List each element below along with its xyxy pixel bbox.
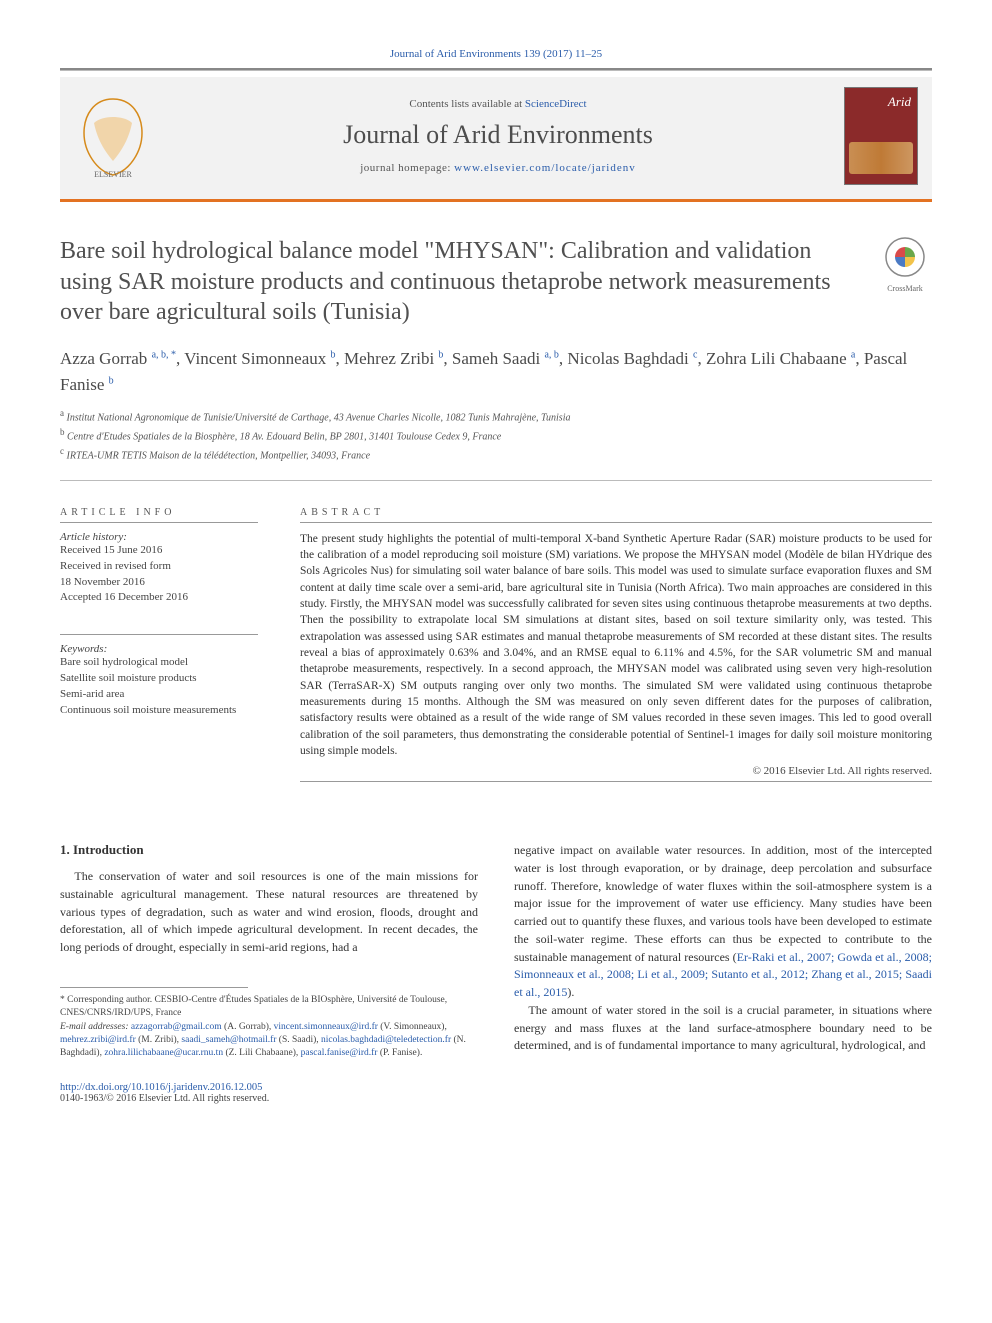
homepage-line: journal homepage: www.elsevier.com/locat… (168, 162, 828, 174)
elsevier-logo: ELSEVIER (74, 93, 152, 179)
affiliation: b Centre d'Etudes Spatiales de la Biosph… (60, 426, 932, 445)
journal-cover-map (849, 142, 913, 174)
corresponding-author: * Corresponding author. CESBIO-Centre d'… (60, 994, 478, 1021)
email-link[interactable]: zohra.lilichabaane@ucar.rnu.tn (104, 1048, 223, 1058)
doi-link[interactable]: http://dx.doi.org/10.1016/j.jaridenv.201… (60, 1082, 262, 1093)
authors-list: Azza Gorrab a, b, *, Vincent Simonneaux … (60, 346, 932, 397)
email-who: (A. Gorrab), (224, 1022, 271, 1032)
history-label: Article history: (60, 531, 258, 543)
email-who: (P. Fanise). (380, 1048, 423, 1058)
email-link[interactable]: saadi_sameh@hotmail.fr (181, 1035, 276, 1045)
author: Sameh Saadi a, b (452, 349, 559, 368)
header-rule-top-thin (60, 70, 932, 71)
crossmark-badge[interactable]: CrossMark (878, 236, 932, 290)
history-dates: Received 15 June 2016 Received in revise… (60, 543, 258, 607)
homepage-link[interactable]: www.elsevier.com/locate/jaridenv (454, 162, 636, 174)
email-label: E-mail addresses: (60, 1022, 129, 1032)
author: Azza Gorrab a, b, * (60, 349, 176, 368)
affiliation: c IRTEA-UMR TETIS Maison de la télédétec… (60, 445, 932, 464)
body-col-right: negative impact on available water resou… (514, 842, 932, 1104)
author: Vincent Simonneaux b (184, 349, 335, 368)
footnote-rule (60, 987, 248, 988)
article-info-header: ARTICLE INFO (60, 507, 258, 518)
info-rule-1 (60, 522, 258, 523)
abstract-header: ABSTRACT (300, 507, 932, 518)
body-col-left: 1. Introduction The conservation of wate… (60, 842, 478, 1104)
email-who: (V. Simonneaux), (380, 1022, 447, 1032)
email-who: (Z. Lili Chabaane), (225, 1048, 298, 1058)
email-link[interactable]: pascal.fanise@ird.fr (301, 1048, 378, 1058)
email-who: (S. Saadi), (279, 1035, 319, 1045)
email-who: (M. Zribi), (138, 1035, 179, 1045)
keyword: Bare soil hydrological model (60, 655, 258, 671)
author: Mehrez Zribi b (344, 349, 443, 368)
date-revised: Received in revised form18 November 2016 (60, 559, 258, 591)
intro-p2b: ). (567, 985, 574, 999)
author: Nicolas Baghdadi c (567, 349, 697, 368)
sciencedirect-link[interactable]: ScienceDirect (525, 98, 587, 110)
keywords-label: Keywords: (60, 643, 258, 655)
email-link[interactable]: mehrez.zribi@ird.fr (60, 1035, 136, 1045)
journal-header: ELSEVIER Contents lists available at Sci… (60, 77, 932, 199)
author: Zohra Lili Chabaane a (706, 349, 855, 368)
abstract-copyright: © 2016 Elsevier Ltd. All rights reserved… (300, 765, 932, 777)
abstract-rule (300, 522, 932, 523)
crossmark-label: CrossMark (878, 284, 932, 293)
info-rule-2 (60, 634, 258, 635)
contents-line: Contents lists available at ScienceDirec… (168, 98, 828, 110)
abstract-text: The present study highlights the potenti… (300, 531, 932, 760)
date-received: Received 15 June 2016 (60, 543, 258, 559)
keywords-list: Bare soil hydrological modelSatellite so… (60, 655, 258, 719)
intro-p1: The conservation of water and soil resou… (60, 868, 478, 957)
email-link[interactable]: azzagorrab@gmail.com (131, 1022, 222, 1032)
affiliations: a Institut National Agronomique de Tunis… (60, 407, 932, 463)
section-1-head: 1. Introduction (60, 842, 478, 858)
journal-cover-title: Arid (888, 94, 911, 110)
keyword: Continuous soil moisture measurements (60, 703, 258, 719)
issn-copyright: 0140-1963/© 2016 Elsevier Ltd. All right… (60, 1093, 478, 1104)
keyword: Semi-arid area (60, 687, 258, 703)
email-link[interactable]: vincent.simonneaux@ird.fr (274, 1022, 378, 1032)
abstract-rule-bottom (300, 781, 932, 782)
date-accepted: Accepted 16 December 2016 (60, 590, 258, 606)
header-center: Contents lists available at ScienceDirec… (168, 98, 828, 174)
abstract-column: ABSTRACT The present study highlights th… (300, 507, 932, 791)
intro-p3: The amount of water stored in the soil i… (514, 1002, 932, 1055)
affiliation: a Institut National Agronomique de Tunis… (60, 407, 932, 426)
svg-text:ELSEVIER: ELSEVIER (94, 170, 132, 179)
email-link[interactable]: nicolas.baghdadi@teledetection.fr (321, 1035, 451, 1045)
intro-p2: negative impact on available water resou… (514, 842, 932, 1002)
homepage-prefix: journal homepage: (360, 162, 454, 174)
contents-prefix: Contents lists available at (409, 98, 524, 110)
article-title: Bare soil hydrological balance model "MH… (60, 236, 858, 328)
header-rule-orange (60, 199, 932, 202)
journal-name: Journal of Arid Environments (168, 120, 828, 150)
email-addresses: E-mail addresses: azzagorrab@gmail.com (… (60, 1021, 478, 1061)
intro-p2a: negative impact on available water resou… (514, 843, 932, 964)
keyword: Satellite soil moisture products (60, 671, 258, 687)
divider-after-affil (60, 480, 932, 481)
article-info: ARTICLE INFO Article history: Received 1… (60, 507, 258, 791)
doi-block: http://dx.doi.org/10.1016/j.jaridenv.201… (60, 1082, 478, 1104)
journal-cover: Arid (844, 87, 918, 185)
citation-line: Journal of Arid Environments 139 (2017) … (60, 48, 932, 60)
